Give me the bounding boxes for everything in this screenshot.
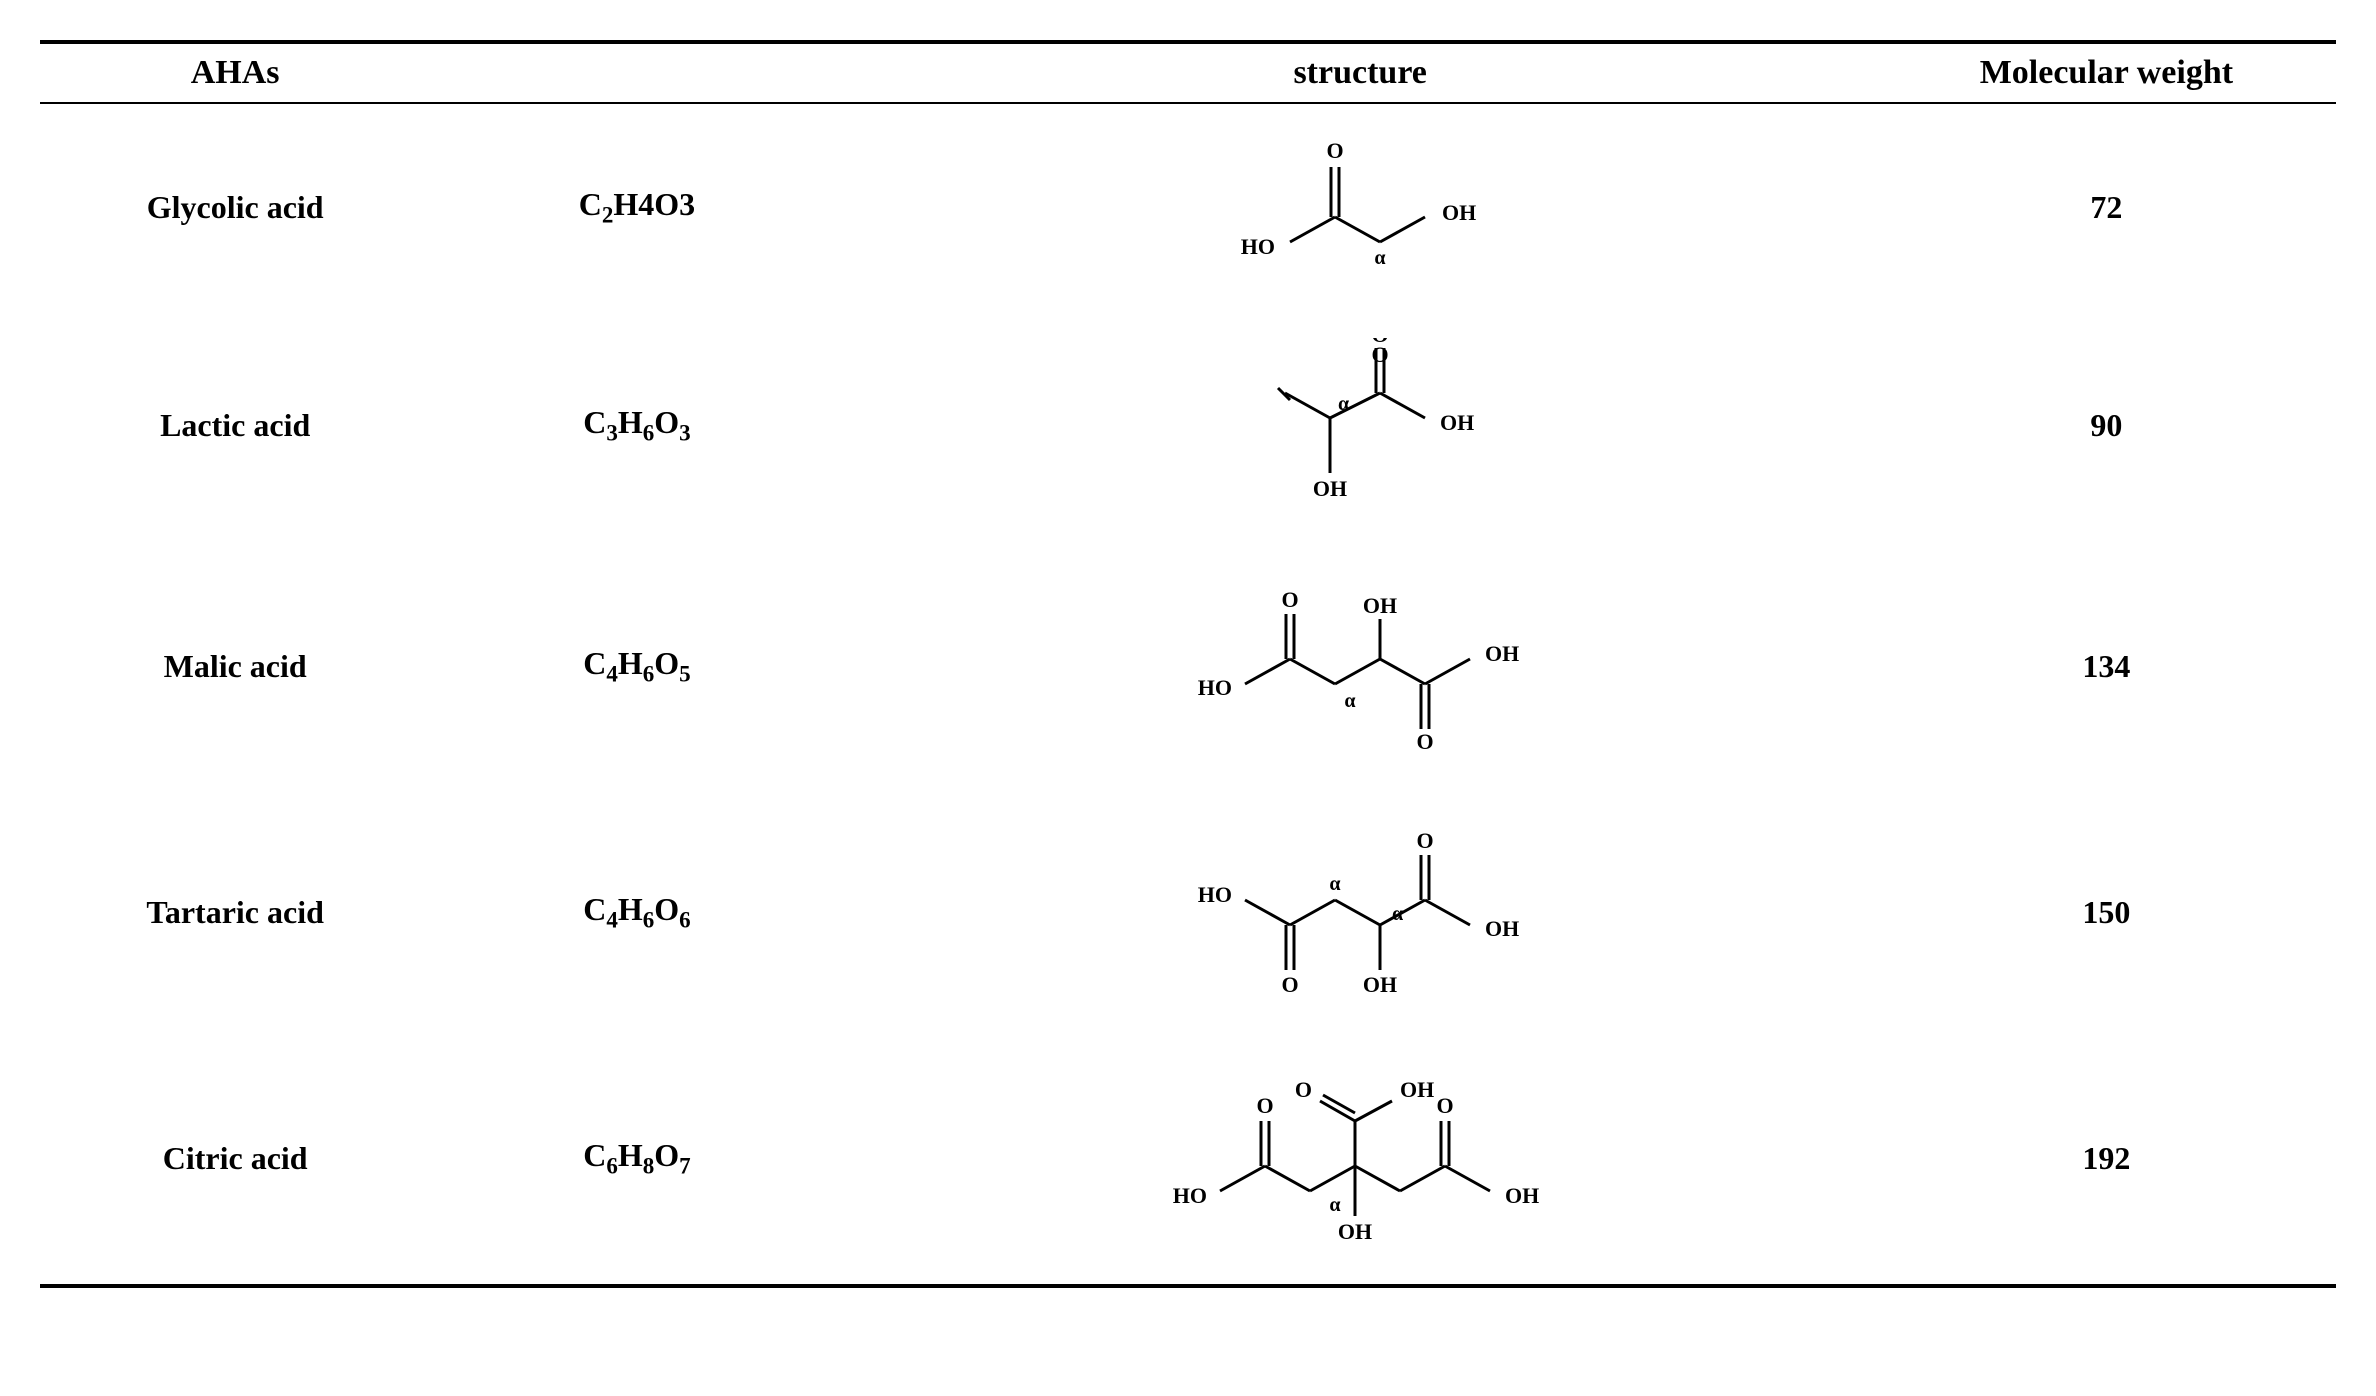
aha-formula: C4H6O6 [430, 792, 843, 1033]
table-row: Citric acidC6H8O7 192 [40, 1033, 2336, 1286]
aha-formula: C2H4O3 [430, 103, 843, 310]
aha-mw: 150 [1877, 792, 2336, 1033]
table-row: Malic acidC4H6O5 134 [40, 541, 2336, 792]
aha-mw: 134 [1877, 541, 2336, 792]
header-mw: Molecular weight [1877, 42, 2336, 103]
aha-mw: 90 [1877, 310, 2336, 541]
aha-name: Malic acid [40, 541, 430, 792]
aha-structure [844, 541, 1877, 792]
aha-name: Lactic acid [40, 310, 430, 541]
table-row: Glycolic acidC2H4O3 72 [40, 103, 2336, 310]
aha-name: Citric acid [40, 1033, 430, 1286]
aha-name: Glycolic acid [40, 103, 430, 310]
header-structure: structure [844, 42, 1877, 103]
header-ahas: AHAs [40, 42, 430, 103]
aha-structure [844, 103, 1877, 310]
aha-structure [844, 310, 1877, 541]
aha-mw: 72 [1877, 103, 2336, 310]
header-row: AHAs structure Molecular weight [40, 42, 2336, 103]
aha-formula: C3H6O3 [430, 310, 843, 541]
aha-structure [844, 1033, 1877, 1286]
aha-name: Tartaric acid [40, 792, 430, 1033]
aha-structure [844, 792, 1877, 1033]
table-row: Lactic acidC3H6O3 90 [40, 310, 2336, 541]
aha-formula: C6H8O7 [430, 1033, 843, 1286]
aha-formula: C4H6O5 [430, 541, 843, 792]
table-row: Tartaric acidC4H6O6 150 [40, 792, 2336, 1033]
aha-mw: 192 [1877, 1033, 2336, 1286]
aha-table: AHAs structure Molecular weight Glycolic… [40, 40, 2336, 1288]
header-formula [430, 42, 843, 103]
